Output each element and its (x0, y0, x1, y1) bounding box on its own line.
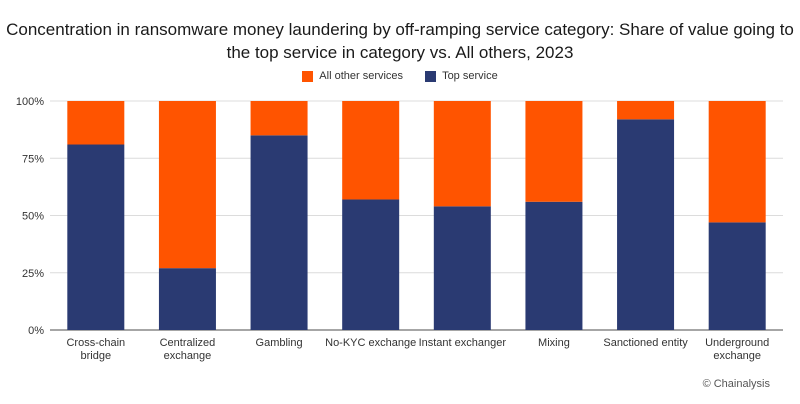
bar-all-other-services (525, 101, 583, 202)
bar-top-service (708, 222, 766, 330)
x-tick-label: exchange (713, 350, 761, 362)
y-tick-label: 25% (22, 268, 44, 280)
credit: © Chainalysis (702, 378, 770, 390)
bar-all-other-services (67, 101, 125, 145)
bar-top-service (433, 206, 491, 330)
x-tick-label: Centralized (160, 337, 216, 349)
bar-top-service (250, 135, 308, 330)
bar-top-service (342, 199, 400, 330)
legend-swatch-top-service (425, 70, 437, 82)
legend: All other services Top service (0, 70, 800, 82)
x-tick-label: Underground (705, 337, 769, 349)
bar-all-other-services (617, 101, 675, 120)
chart-title: Concentration in ransomware money launde… (6, 20, 794, 62)
bar-all-other-services (342, 101, 400, 200)
bar-top-service (617, 119, 675, 330)
legend-label-all-other: All other services (319, 70, 404, 82)
x-tick-label: Gambling (256, 337, 303, 349)
bar-all-other-services (158, 101, 216, 269)
x-tick-label: exchange (164, 350, 212, 362)
bar-top-service (158, 268, 216, 330)
bar-top-service (525, 201, 583, 330)
bar-all-other-services (708, 101, 766, 223)
bar-top-service (67, 144, 125, 330)
x-tick-label: Instant exchanger (419, 337, 507, 349)
x-tick-label: Mixing (538, 337, 570, 349)
legend-label-top-service: Top service (442, 70, 498, 82)
x-tick-label: Sanctioned entity (603, 337, 688, 349)
y-tick-label: 75% (22, 153, 44, 165)
y-tick-label: 50% (22, 211, 44, 223)
x-tick-label: No-KYC exchange (325, 337, 416, 349)
x-tick-label: Cross-chain (66, 337, 125, 349)
legend-swatch-all-other (302, 70, 314, 82)
bar-all-other-services (433, 101, 491, 207)
x-tick-label: bridge (81, 350, 112, 362)
legend-item-all-other: All other services (302, 70, 403, 82)
legend-item-top-service: Top service (425, 70, 498, 82)
bar-all-other-services (250, 101, 308, 136)
y-tick-label: 0% (28, 325, 44, 337)
y-tick-label: 100% (16, 96, 44, 108)
